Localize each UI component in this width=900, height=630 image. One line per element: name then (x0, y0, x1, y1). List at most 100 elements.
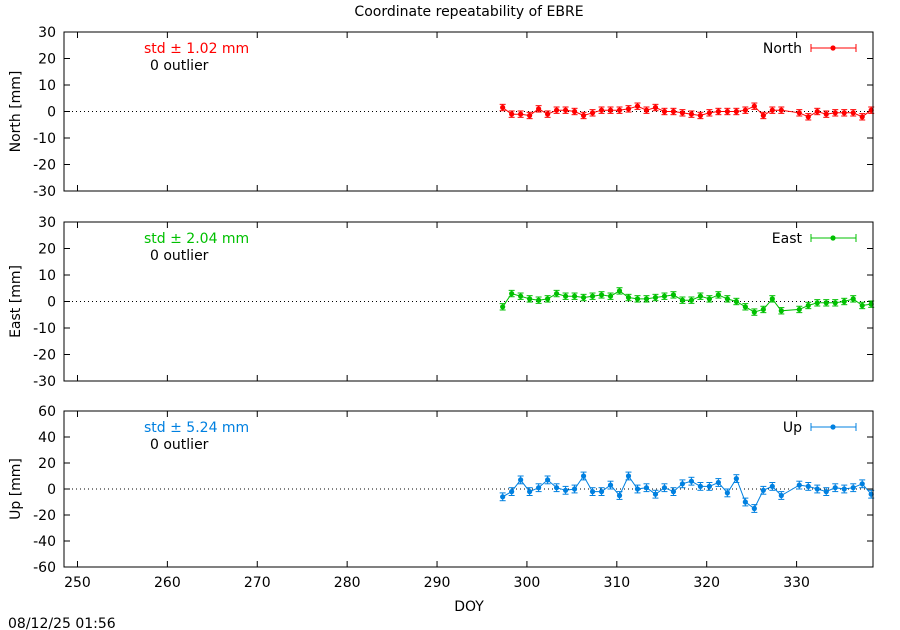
y-tick-label: -30 (33, 374, 56, 390)
data-point (643, 296, 650, 302)
y-tick-label: 40 (38, 430, 56, 446)
data-point (634, 486, 641, 492)
y-tick-label: 20 (38, 456, 56, 472)
data-point (527, 112, 533, 119)
data-point (823, 489, 829, 495)
chart-title: Coordinate repeatability of EBRE (354, 4, 583, 20)
data-point (724, 108, 730, 115)
data-point (724, 296, 730, 302)
data-point (562, 293, 569, 299)
data-point (742, 499, 748, 505)
x-tick-label: 320 (693, 575, 720, 591)
y-tick-label: -20 (33, 508, 56, 524)
data-point (715, 292, 721, 298)
data-point (688, 297, 695, 303)
data-point (814, 108, 820, 115)
data-point (760, 306, 766, 313)
data-point (634, 103, 641, 109)
legend-label: East (772, 231, 803, 247)
std-annotation: std ± 2.04 mm (144, 231, 249, 247)
data-point (509, 489, 515, 495)
legend: Up (783, 420, 857, 436)
data-point (832, 485, 838, 491)
data-point (536, 106, 542, 112)
y-axis-label: North [mm] (8, 71, 24, 153)
data-point (814, 300, 820, 306)
y-tick-label: 20 (38, 242, 56, 258)
data-point (679, 481, 686, 487)
data-point (733, 298, 739, 305)
y-tick-label: -10 (33, 321, 56, 337)
outlier-annotation: 0 outlier (150, 58, 209, 74)
y-axis-label: East [mm] (8, 265, 24, 338)
y-tick-label: 10 (38, 78, 56, 94)
y-tick-label: 30 (38, 25, 56, 41)
data-point (823, 111, 829, 117)
data-point (553, 290, 560, 297)
legend-label: North (763, 41, 802, 57)
data-point (850, 110, 856, 116)
data-point (706, 483, 713, 489)
data-point (545, 477, 551, 483)
data-point (652, 104, 659, 111)
legend-marker (830, 45, 836, 51)
y-tick-label: 10 (38, 268, 56, 284)
data-point (553, 107, 560, 113)
data-point (778, 308, 784, 314)
data-point (518, 111, 524, 117)
data-point (580, 112, 587, 119)
y-tick-label: 20 (38, 52, 56, 68)
data-point (509, 111, 515, 117)
outlier-annotation: 0 outlier (150, 437, 209, 453)
data-point (670, 108, 677, 115)
data-point (509, 290, 515, 297)
timestamp: 08/12/25 01:56 (8, 616, 116, 630)
data-point (545, 111, 551, 117)
data-point (500, 104, 506, 111)
data-point (634, 296, 641, 302)
x-tick-label: 290 (424, 575, 451, 591)
data-point (607, 482, 614, 488)
data-point (571, 108, 578, 115)
data-point (518, 477, 524, 483)
data-point (859, 114, 865, 120)
panel-north: -30 -20 -10 0 10 20 30 North [mm] std ± 1.02 mm0… (8, 25, 875, 200)
x-tick-label: 330 (783, 575, 810, 591)
data-point (598, 107, 605, 113)
y-tick-label: -20 (33, 348, 56, 364)
data-point (697, 293, 704, 299)
y-tick-label: 0 (47, 105, 56, 121)
data-point (769, 483, 775, 489)
data-point (715, 108, 721, 115)
data-point (769, 296, 775, 302)
data-point (751, 505, 757, 512)
data-point (527, 489, 533, 495)
data-point (598, 489, 605, 495)
series-line-up (502, 474, 872, 510)
data-point (760, 487, 766, 493)
data-point (841, 298, 847, 305)
data-point (841, 110, 847, 116)
plot-frame (63, 221, 874, 382)
data-point (805, 483, 811, 489)
data-point (500, 494, 506, 500)
y-tick-label: 60 (38, 404, 56, 420)
data-point (715, 479, 721, 486)
y-tick-label: -40 (33, 534, 56, 550)
std-annotation: std ± 5.24 mm (144, 420, 249, 436)
data-point (805, 114, 811, 120)
x-tick-label: 310 (603, 575, 630, 591)
data-point (589, 489, 596, 495)
data-point (643, 107, 650, 113)
data-point (571, 293, 578, 299)
data-point (625, 473, 632, 479)
x-axis-label: DOY (454, 599, 484, 615)
y-tick-label: -10 (33, 131, 56, 147)
x-tick-label: 250 (64, 575, 91, 591)
data-point (661, 485, 668, 491)
x-tick-label: 280 (334, 575, 361, 591)
data-point (571, 486, 578, 492)
data-point (553, 485, 560, 491)
y-tick-label: 0 (47, 482, 56, 498)
